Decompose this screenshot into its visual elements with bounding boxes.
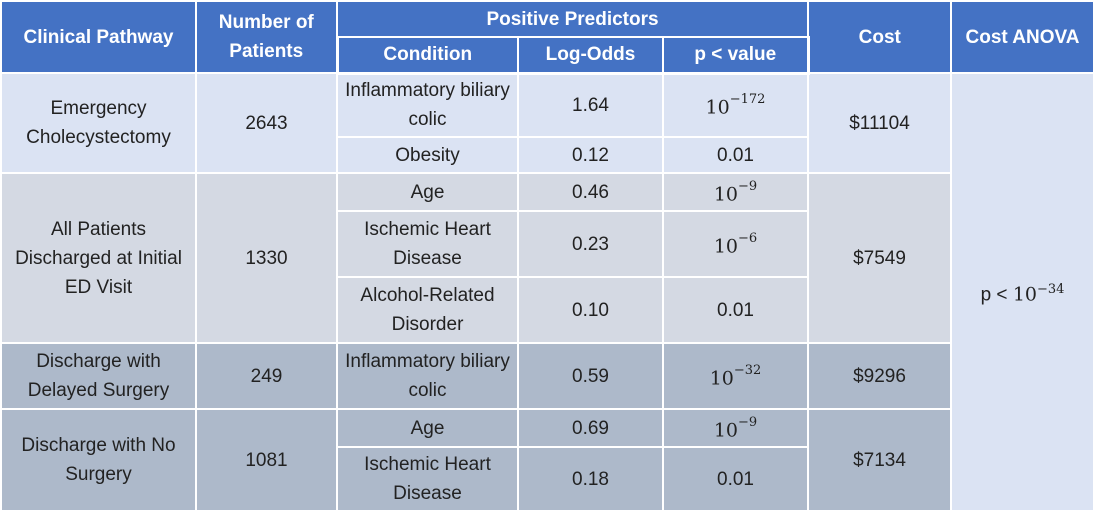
p-value-cell: 10−9	[661, 408, 810, 448]
patients-cell: 2643	[195, 72, 338, 174]
table-row: All Patients Discharged at Initial ED Vi…	[0, 172, 1093, 344]
condition-cell: Ischemic Heart Disease	[336, 446, 519, 512]
p-value-cell: 10−9	[661, 172, 810, 212]
table-row: Alcohol-Related Disorder 0.10 0.01	[1, 276, 1093, 344]
patients-cell: 1330	[195, 172, 338, 344]
log-odds-cell: 0.10	[517, 276, 664, 344]
log-odds-cell: 1.64	[517, 72, 664, 138]
header-p-value: p < value	[661, 36, 810, 75]
log-odds-cell: 0.69	[517, 408, 664, 448]
p-value-cell: 10−172	[661, 72, 810, 138]
header-condition: Condition	[335, 36, 519, 75]
patients-cell: 249	[195, 342, 338, 410]
pathway-cell: Discharge with No Surgery	[0, 408, 197, 512]
cost-cell: $9296	[807, 342, 953, 410]
table-row: Ischemic Heart Disease 0.23 10−6	[1, 210, 1093, 278]
cost-cell: $7549	[807, 172, 953, 344]
pathway-cell: All Patients Discharged at Initial ED Vi…	[0, 172, 197, 344]
cost-cell: $11104	[807, 72, 953, 174]
log-odds-cell: 0.18	[517, 446, 664, 512]
condition-cell: Alcohol-Related Disorder	[336, 276, 519, 344]
condition-cell: Age	[336, 408, 519, 448]
p-value-cell: 10−6	[661, 210, 810, 278]
p-value-cell: 0.01	[661, 276, 810, 344]
p-value-cell: 0.01	[661, 136, 810, 174]
condition-cell: Age	[336, 172, 519, 212]
log-odds-cell: 0.46	[517, 172, 664, 212]
header-cost-anova: Cost ANOVA	[950, 0, 1093, 74]
p-value-cell: 0.01	[661, 446, 810, 512]
table-row: Emergency Cholecystectomy 2643 Inflammat…	[0, 72, 1093, 512]
condition-cell: Inflammatory biliary colic	[336, 342, 519, 410]
table-row: Discharge with No Surgery 1081 Age 0.69 …	[0, 408, 1093, 512]
log-odds-cell: 0.12	[517, 136, 664, 174]
table-row: Discharge with Delayed Surgery 249 Infla…	[0, 342, 1093, 410]
patients-cell: 1081	[195, 408, 338, 512]
header-clinical-pathway: Clinical Pathway	[0, 0, 197, 74]
condition-cell: Obesity	[336, 136, 519, 174]
results-table: Clinical Pathway Number of Patients Posi…	[0, 0, 1093, 512]
header-positive-predictors: Positive Predictors	[335, 0, 810, 38]
cost-anova-cell: p < 10−34	[950, 72, 1093, 512]
pathway-cell: Emergency Cholecystectomy	[0, 72, 197, 174]
log-odds-cell: 0.23	[517, 210, 664, 278]
header-number-of-patients: Number of Patients	[195, 0, 338, 74]
pathway-cell: Discharge with Delayed Surgery	[0, 342, 197, 410]
header-log-odds: Log-Odds	[517, 36, 664, 75]
condition-cell: Inflammatory biliary colic	[336, 72, 519, 138]
log-odds-cell: 0.59	[517, 342, 664, 410]
p-value-cell: 10−32	[661, 342, 810, 410]
condition-cell: Ischemic Heart Disease	[336, 210, 519, 278]
cost-cell: $7134	[807, 408, 953, 512]
table-row: Obesity 0.12 0.01	[1, 136, 1093, 174]
table-row: Ischemic Heart Disease 0.18 0.01	[1, 446, 1093, 512]
header-cost: Cost	[807, 0, 953, 74]
